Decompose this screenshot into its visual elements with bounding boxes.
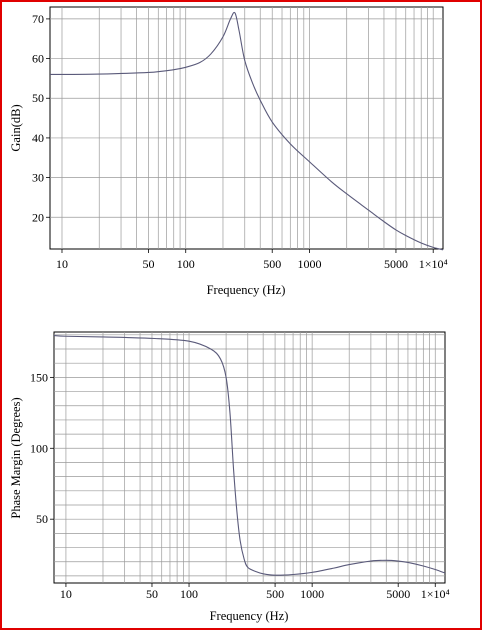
gain-tick-labels: 10 50 100 500 1000 5000 1×10⁴ 20 30 40 50 60 70	[32, 12, 448, 271]
x-tick-label: 50	[146, 587, 158, 601]
y-tick-label: 60	[32, 52, 44, 66]
gain-plot-area	[49, 6, 444, 250]
x-tick-label: 100	[180, 587, 198, 601]
x-tick-label: 1×10⁴	[419, 257, 448, 271]
x-tick-label: 1×10⁴	[421, 587, 450, 601]
gain-x-axis-title: Frequency (Hz)	[207, 283, 286, 297]
phase-tick-labels: 10 50 100 500 1000 5000 1×10⁴ 50 100 150	[30, 370, 450, 601]
y-tick-label: 50	[32, 91, 44, 105]
phase-grid	[54, 332, 445, 583]
phase-chart: 10 50 100 500 1000 5000 1×10⁴ 50 100 150 Frequenc…	[9, 331, 450, 623]
y-tick-label: 20	[32, 210, 44, 224]
gain-y-axis-title: Gain(dB)	[9, 104, 23, 151]
x-tick-label: 500	[263, 257, 281, 271]
y-tick-label: 30	[32, 171, 44, 185]
x-tick-label: 10	[56, 257, 68, 271]
y-tick-label: 150	[30, 370, 48, 384]
y-tick-label: 40	[32, 131, 44, 145]
y-tick-label: 100	[30, 441, 48, 455]
x-tick-label: 500	[266, 587, 284, 601]
gain-chart: 10 50 100 500 1000 5000 1×10⁴ 20 30 40 50 60 70 Freq…	[9, 6, 448, 297]
x-tick-label: 10	[60, 587, 72, 601]
x-tick-label: 1000	[297, 257, 321, 271]
phase-y-axis-title: Phase Margin (Degrees)	[9, 397, 23, 518]
x-tick-label: 1000	[300, 587, 324, 601]
x-tick-label: 50	[142, 257, 154, 271]
x-tick-label: 5000	[386, 587, 410, 601]
y-tick-label: 50	[36, 512, 48, 526]
y-tick-label: 70	[32, 12, 44, 26]
x-tick-label: 5000	[384, 257, 408, 271]
gain-grid	[50, 7, 443, 249]
phase-plot-area	[53, 331, 446, 584]
phase-series-line	[53, 335, 446, 576]
gain-series-line	[49, 11, 444, 251]
x-tick-label: 100	[177, 257, 195, 271]
phase-x-axis-title: Frequency (Hz)	[210, 609, 289, 623]
